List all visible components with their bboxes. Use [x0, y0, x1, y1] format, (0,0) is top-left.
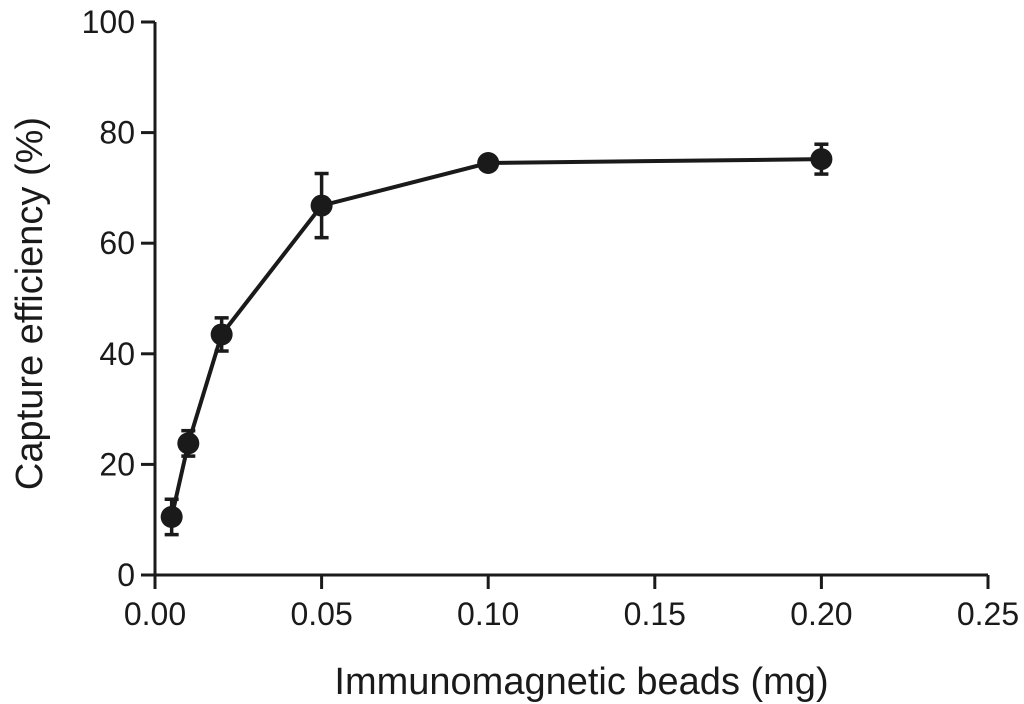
y-tick-label: 0 — [117, 557, 135, 593]
x-tick-label: 0.05 — [290, 596, 352, 632]
data-point — [210, 323, 233, 346]
data-point — [477, 152, 500, 175]
series — [160, 142, 833, 537]
y-ticks: 0 20 40 60 80 100 — [82, 4, 155, 593]
y-axis-title: Capture efficiency (%) — [9, 117, 51, 490]
y-tick-label: 60 — [99, 225, 135, 261]
series-line — [169, 157, 822, 518]
data-point — [310, 194, 333, 217]
x-axis-title: Immunomagnetic beads (mg) — [334, 661, 828, 703]
data-point — [177, 432, 200, 455]
y-tick-label: 100 — [82, 4, 135, 40]
data-point — [810, 148, 833, 171]
y-tick-label: 40 — [99, 336, 135, 372]
axes — [153, 22, 988, 577]
y-tick-label: 20 — [99, 446, 135, 482]
y-tick-label: 80 — [99, 115, 135, 151]
x-tick-label: 0.15 — [624, 596, 686, 632]
x-ticks: 0.00 0.05 0.10 0.15 0.20 0.25 — [124, 575, 1019, 632]
x-tick-label: 0.10 — [457, 596, 519, 632]
x-tick-label: 0.00 — [124, 596, 186, 632]
x-tick-label: 0.20 — [790, 596, 852, 632]
data-point — [160, 505, 183, 528]
x-tick-label: 0.25 — [957, 596, 1019, 632]
